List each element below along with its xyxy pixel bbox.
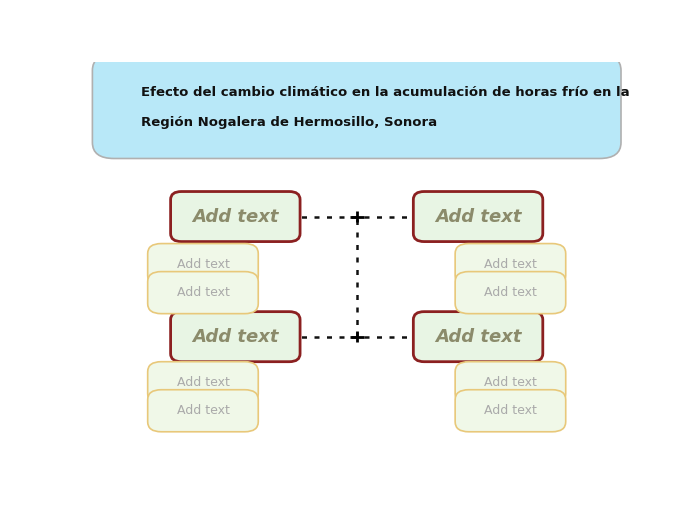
Text: Add text: Add text: [177, 404, 230, 417]
Text: Add text: Add text: [177, 286, 230, 299]
Text: Add text: Add text: [177, 258, 230, 271]
Text: Efecto del cambio climático en la acumulación de horas frío en la: Efecto del cambio climático en la acumul…: [141, 85, 630, 98]
FancyBboxPatch shape: [171, 191, 300, 242]
FancyBboxPatch shape: [413, 311, 543, 362]
FancyBboxPatch shape: [455, 271, 566, 314]
Text: Región Nogalera de Hermosillo, Sonora: Región Nogalera de Hermosillo, Sonora: [141, 116, 437, 129]
FancyBboxPatch shape: [148, 362, 258, 404]
FancyBboxPatch shape: [455, 362, 566, 404]
FancyBboxPatch shape: [148, 389, 258, 432]
FancyBboxPatch shape: [93, 55, 621, 159]
FancyBboxPatch shape: [455, 389, 566, 432]
FancyBboxPatch shape: [171, 311, 300, 362]
FancyBboxPatch shape: [148, 271, 258, 314]
Text: Add text: Add text: [177, 376, 230, 389]
FancyBboxPatch shape: [413, 191, 543, 242]
Text: Add text: Add text: [192, 207, 278, 226]
Text: Add text: Add text: [484, 404, 537, 417]
FancyBboxPatch shape: [455, 243, 566, 285]
Text: Add text: Add text: [484, 376, 537, 389]
Text: Add text: Add text: [484, 286, 537, 299]
Text: Add text: Add text: [435, 328, 521, 346]
Text: Add text: Add text: [435, 207, 521, 226]
Text: Add text: Add text: [192, 328, 278, 346]
FancyBboxPatch shape: [148, 243, 258, 285]
Text: Add text: Add text: [484, 258, 537, 271]
